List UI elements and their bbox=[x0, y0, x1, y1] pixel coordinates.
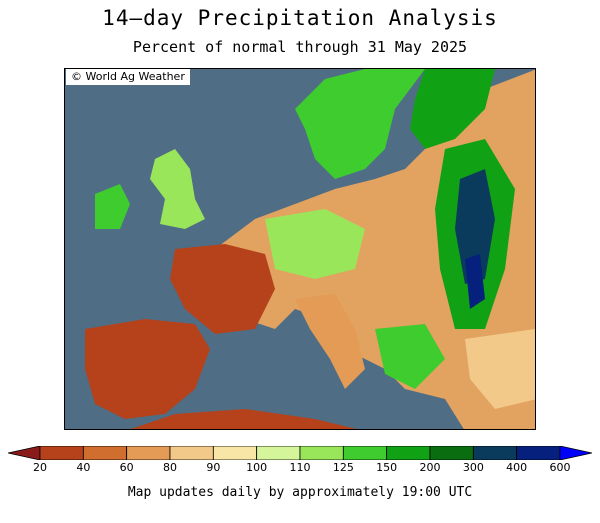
legend-swatch bbox=[342, 446, 388, 460]
page-title: 14–day Precipitation Analysis bbox=[102, 6, 498, 30]
legend-swatch bbox=[169, 446, 214, 460]
legend-swatch bbox=[212, 446, 258, 460]
legend-low-arrow bbox=[8, 446, 41, 460]
legend-swatch bbox=[299, 446, 344, 460]
legend-tick-label: 110 bbox=[289, 461, 311, 474]
legend-swatch bbox=[429, 446, 474, 460]
legend-tick-label: 125 bbox=[332, 461, 354, 474]
color-legend-bar bbox=[8, 446, 592, 460]
legend-high-arrow bbox=[559, 446, 592, 460]
legend-tick-label: 20 bbox=[33, 461, 47, 474]
legend-tick-label: 300 bbox=[462, 461, 484, 474]
legend-tick-label: 600 bbox=[549, 461, 571, 474]
precipitation-map: © World Ag Weather bbox=[64, 68, 536, 430]
europe-map-graphic bbox=[65, 69, 535, 429]
legend-swatch bbox=[472, 446, 518, 460]
legend-tick-labels: 20 40 60 80 90 100 110 125 150 200 300 400 600 bbox=[0, 461, 600, 475]
legend-tick-label: 90 bbox=[206, 461, 221, 474]
legend-swatch bbox=[516, 446, 561, 460]
legend-tick-label: 200 bbox=[419, 461, 441, 474]
legend-swatch bbox=[126, 446, 171, 460]
map-credit: © World Ag Weather bbox=[66, 69, 190, 85]
legend-tick-label: 40 bbox=[76, 461, 91, 474]
legend-swatch bbox=[256, 446, 301, 460]
legend-swatch bbox=[386, 446, 431, 460]
legend-swatch bbox=[39, 446, 84, 460]
legend-swatch bbox=[82, 446, 128, 460]
legend-tick-label: 400 bbox=[506, 461, 528, 474]
legend-tick-label: 60 bbox=[119, 461, 134, 474]
update-note: Map updates daily by approximately 19:00… bbox=[127, 485, 473, 500]
legend-tick-label: 80 bbox=[163, 461, 177, 474]
legend-tick-label: 100 bbox=[246, 461, 268, 474]
legend-tick-label: 150 bbox=[376, 461, 398, 474]
page-subtitle: Percent of normal through 31 May 2025 bbox=[132, 38, 468, 56]
